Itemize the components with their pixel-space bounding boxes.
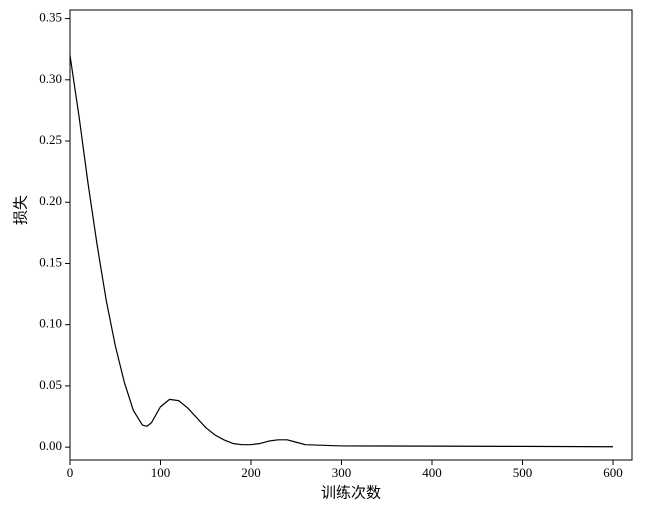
y-tick-label: 0.00 [39,438,62,453]
y-tick-label: 0.05 [39,377,62,392]
y-axis-title: 损失 [12,195,29,225]
x-tick-label: 0 [67,465,74,480]
loss-line [69,55,614,448]
y-tick-label: 0.30 [39,71,62,86]
y-tick-label: 0.35 [39,10,62,25]
y-tick-label: 0.10 [39,316,62,331]
plot-frame [69,9,633,461]
x-tick-label: 600 [603,465,623,480]
x-tick-label: 500 [513,465,533,480]
y-tick-label: 0.15 [39,254,62,269]
x-tick-label: 300 [332,465,352,480]
x-tick-label: 400 [422,465,442,480]
y-tick-label: 0.25 [39,132,62,147]
x-tick-label: 100 [151,465,171,480]
x-tick-label: 200 [241,465,261,480]
y-tick-label: 0.20 [39,193,62,208]
x-axis-title: 训练次数 [321,484,381,501]
